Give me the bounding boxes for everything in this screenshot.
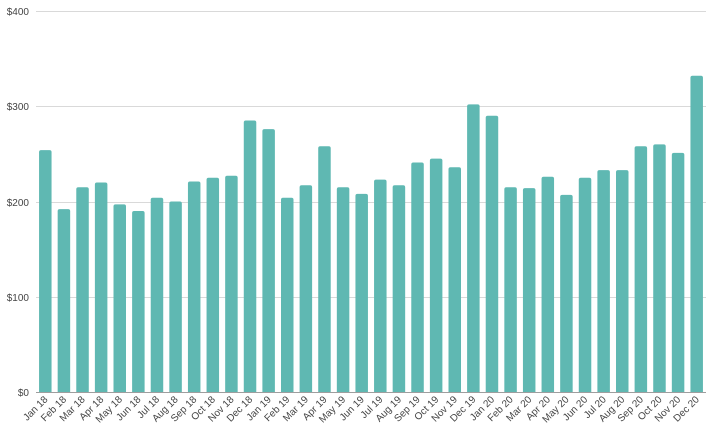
bar	[448, 167, 461, 392]
bar	[225, 175, 238, 392]
bar	[299, 185, 313, 392]
bar	[504, 187, 517, 392]
bar	[578, 177, 592, 392]
bars	[39, 75, 703, 393]
bar	[616, 170, 629, 392]
y-tick-label: $400	[7, 7, 30, 18]
bar	[560, 194, 573, 392]
bar	[690, 75, 703, 393]
bar	[318, 146, 331, 392]
bar	[262, 129, 275, 393]
bar	[94, 182, 108, 392]
bar	[169, 201, 182, 392]
bar	[39, 150, 52, 392]
bar	[634, 146, 648, 392]
y-tick-label: $200	[7, 198, 30, 209]
y-tick-label: $0	[18, 388, 30, 399]
bar	[485, 115, 499, 393]
bar	[243, 120, 257, 392]
bar	[150, 197, 164, 392]
bar	[597, 170, 610, 392]
bar	[392, 185, 406, 392]
gridlines	[36, 11, 706, 393]
y-axis-ticks: $0 $100 $200 $300 $400	[7, 7, 30, 399]
bar	[336, 187, 350, 392]
bar	[355, 193, 368, 392]
bar	[281, 197, 294, 392]
bar	[522, 188, 536, 392]
bar	[653, 144, 666, 392]
bar	[187, 181, 201, 392]
bar	[541, 176, 555, 392]
bar	[671, 152, 685, 392]
bar	[467, 104, 480, 392]
bar	[113, 204, 126, 392]
bar	[132, 211, 145, 392]
bar	[411, 162, 424, 392]
bar	[206, 177, 220, 392]
bar	[374, 179, 387, 392]
y-tick-label: $100	[7, 293, 30, 304]
bar	[57, 209, 71, 392]
bar	[429, 158, 443, 392]
y-tick-label: $300	[7, 102, 30, 113]
bar	[76, 187, 89, 392]
